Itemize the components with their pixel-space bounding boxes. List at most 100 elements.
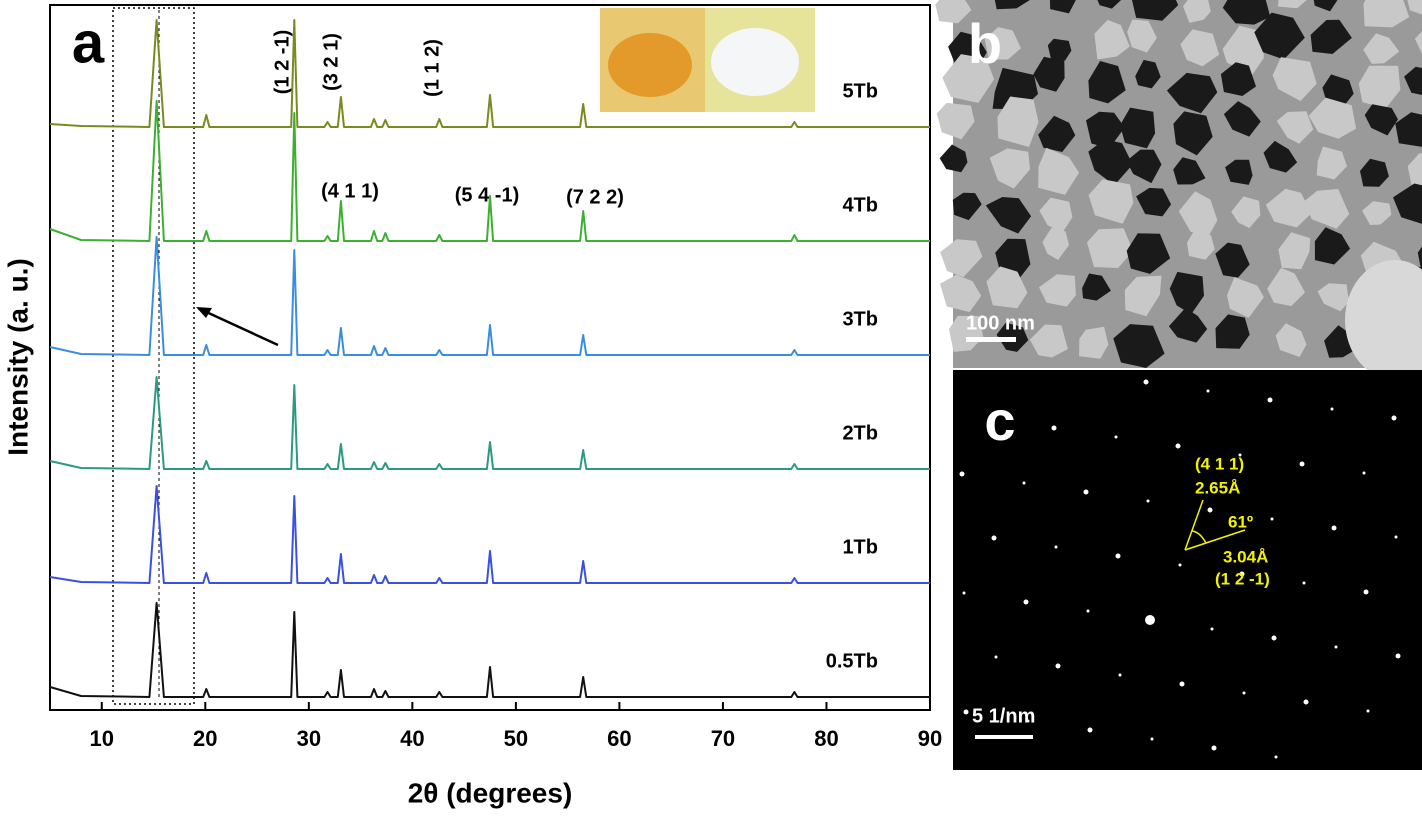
- arrow-head: [196, 307, 212, 318]
- tem-grain: [1317, 283, 1349, 312]
- tem-grain: [1086, 111, 1125, 149]
- diffraction-spot: [1143, 379, 1149, 385]
- tem-grain: [1039, 274, 1076, 307]
- diffraction-spot: [1206, 389, 1210, 393]
- tem-grain: [1276, 111, 1314, 144]
- tem-grain: [1126, 149, 1162, 184]
- tem-grain: [1316, 146, 1347, 180]
- tem-grain: [1314, 227, 1351, 265]
- tem-grain: [1393, 183, 1422, 224]
- tem-grain: [1168, 307, 1208, 343]
- tem-grain: [1136, 187, 1172, 217]
- series-label: 2Tb: [842, 422, 878, 444]
- tem-grain: [1215, 242, 1250, 278]
- x-axis-label: 2θ (degrees): [408, 777, 573, 808]
- tem-grain: [1131, 0, 1179, 21]
- d-spacing-label: 2.65Å: [1195, 478, 1240, 497]
- diffraction-spot: [1178, 563, 1182, 567]
- panel-label: a: [72, 10, 105, 75]
- tem-grain: [1363, 33, 1400, 64]
- diffraction-spot: [1302, 581, 1306, 585]
- panel-label: c: [984, 389, 1015, 452]
- diffraction-spot: [1299, 461, 1305, 467]
- x-tick-label: 60: [607, 726, 631, 751]
- diffraction-spot: [1210, 627, 1214, 631]
- tem-grain: [1231, 196, 1261, 228]
- tem-grain: [1120, 107, 1156, 149]
- x-tick-label: 30: [297, 726, 321, 751]
- tem-grain: [1265, 188, 1312, 228]
- diffraction-spot: [1115, 553, 1121, 559]
- annotation: (1 1 2): [421, 39, 443, 97]
- diffraction-spot: [1239, 571, 1245, 577]
- panel-label: b: [968, 12, 1002, 75]
- annotation: (1 2 -1): [271, 30, 293, 94]
- diffraction-spot: [1083, 489, 1089, 495]
- annotation: (7 2 2): [566, 186, 624, 208]
- tem-grain: [994, 0, 1030, 10]
- tem-grain: [1417, 246, 1422, 269]
- annotation: (4 1 1): [321, 180, 379, 202]
- diffraction-spot: [1026, 719, 1030, 723]
- xrd-pattern: [49, 485, 930, 584]
- diffraction-spot: [1179, 681, 1185, 687]
- diffraction-spot: [1366, 709, 1370, 713]
- tem-grain: [1360, 158, 1389, 187]
- tem-grain: [1308, 97, 1357, 139]
- tem-grain: [1135, 59, 1161, 89]
- tem-grain: [1173, 111, 1213, 156]
- diffraction-spot: [1146, 499, 1150, 503]
- tem-grain: [1113, 324, 1165, 368]
- tem-grain: [1222, 25, 1264, 75]
- annotation: (5 4 -1): [455, 184, 519, 206]
- x-tick-label: 50: [504, 726, 528, 751]
- plane-label: (1 2 -1): [1215, 569, 1270, 588]
- tem-grain: [935, 0, 972, 24]
- tem-grain: [940, 239, 983, 278]
- diffraction-spot: [1394, 535, 1398, 539]
- x-tick-label: 70: [711, 726, 735, 751]
- scale-bar-label: 5 1/nm: [972, 705, 1035, 727]
- tem-grain: [1166, 72, 1218, 114]
- diffraction-spot: [1055, 663, 1061, 669]
- tem-grain: [1404, 66, 1422, 95]
- tem-grain: [1407, 0, 1422, 15]
- diffraction-spot: [962, 591, 966, 595]
- tem-grain: [1079, 326, 1109, 359]
- diffraction-spot: [1270, 517, 1274, 521]
- arrow: [201, 308, 279, 347]
- diffraction-spot: [1362, 471, 1366, 475]
- diffraction-spot: [1331, 525, 1337, 531]
- vector: [1184, 529, 1246, 551]
- diffraction-spot: [1334, 645, 1338, 649]
- white-powder: [711, 28, 799, 96]
- tem-grain: [1082, 273, 1111, 301]
- tem-grain: [1225, 159, 1253, 185]
- tem-grain: [1097, 0, 1122, 9]
- xrd-pattern: [49, 19, 930, 128]
- diffraction-spot: [1303, 699, 1309, 705]
- tem-grain: [1220, 62, 1256, 96]
- tem-grain: [984, 27, 1021, 60]
- diffraction-spot: [1175, 443, 1181, 449]
- tem-grain: [997, 96, 1039, 147]
- diffraction-spot: [1363, 589, 1369, 595]
- d-spacing-label: 3.04Å: [1223, 547, 1268, 566]
- diffraction-spot: [1395, 653, 1401, 659]
- tem-grain: [1322, 74, 1354, 106]
- diffraction-spot: [1086, 609, 1090, 613]
- tem-grain: [1278, 232, 1311, 270]
- scale-bar: [966, 337, 1016, 342]
- tem-grain: [949, 315, 984, 352]
- diffraction-spot: [1242, 691, 1246, 695]
- tem-bright-area: [1345, 260, 1422, 380]
- saed-background: [953, 370, 1422, 770]
- tem-grain: [1087, 228, 1134, 268]
- tem-grain: [1038, 115, 1076, 152]
- zoom-box: [112, 7, 195, 705]
- xrd-pattern: [49, 100, 930, 242]
- x-tick-label: 40: [400, 726, 424, 751]
- tem-grain: [1254, 12, 1305, 60]
- diffraction-spot: [1023, 599, 1029, 605]
